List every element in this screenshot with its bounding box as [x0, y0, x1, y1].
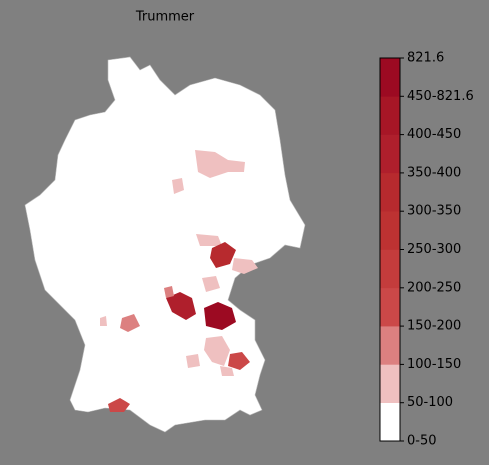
colorbar-label: 450-821.6: [407, 89, 474, 104]
colorbar-label: 300-350: [407, 204, 461, 219]
district: [100, 316, 107, 326]
colorbar-segment: [380, 96, 400, 135]
colorbar-label: 821.6: [407, 51, 444, 66]
colorbar-label: 150-200: [407, 319, 461, 334]
district: [120, 314, 140, 332]
colorbar-label: 350-400: [407, 165, 461, 180]
colorbar-segment: [380, 249, 400, 289]
colorbar-segment: [380, 364, 400, 403]
colorbar-label: 50-100: [407, 395, 453, 410]
germany-map: [24, 56, 306, 433]
district: [202, 276, 220, 292]
colorbar-segment: [380, 211, 400, 250]
district: [164, 286, 174, 298]
colorbar-label: 100-150: [407, 357, 461, 372]
colorbar-label: 400-450: [407, 127, 461, 142]
district: [186, 354, 200, 368]
country-outline: [24, 56, 306, 433]
district: [166, 292, 196, 320]
colorbar-label: 250-300: [407, 242, 461, 257]
district: [220, 366, 234, 376]
colorbar-segment: [380, 134, 400, 174]
colorbar-segment: [380, 172, 400, 212]
district: [210, 242, 236, 268]
colorbar-segment: [380, 402, 400, 442]
colorbar-segment: [380, 287, 400, 327]
map-title: Trummer: [135, 10, 195, 25]
district: [232, 258, 258, 274]
district: [195, 150, 245, 178]
district: [108, 398, 130, 412]
colorbar: 0-50 50-100 100-150 150-200 200-250 250-300 30…: [379, 51, 474, 449]
district: [204, 302, 236, 330]
district: [236, 318, 252, 332]
district: [196, 234, 222, 246]
highlighted-districts: [100, 150, 258, 412]
colorbar-label: 200-250: [407, 280, 461, 295]
district: [204, 336, 230, 366]
colorbar-segment: [380, 326, 400, 365]
colorbar-label: 0-50: [407, 434, 437, 449]
colorbar-segment: [380, 58, 400, 97]
district: [172, 178, 184, 194]
district: [228, 352, 250, 370]
